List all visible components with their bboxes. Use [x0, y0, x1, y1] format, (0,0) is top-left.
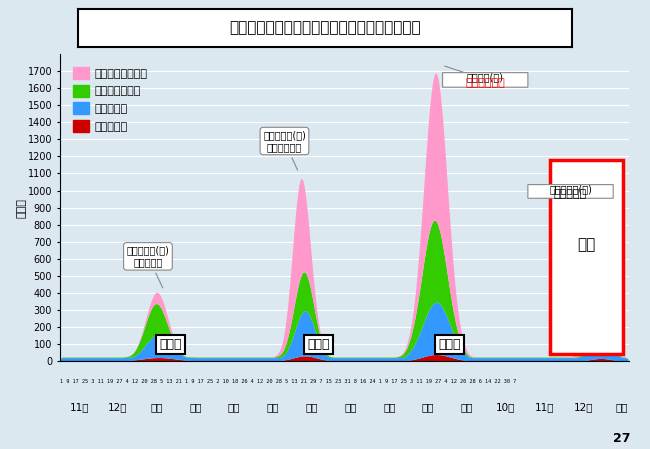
Text: １，７３４人: １，７３４人	[465, 78, 505, 88]
Text: ７３８人: ７３８人	[554, 189, 587, 198]
Text: 第５波: 第５波	[438, 338, 461, 351]
Text: １月: １月	[616, 402, 629, 412]
Text: ４月: ４月	[266, 402, 280, 412]
FancyBboxPatch shape	[550, 160, 623, 354]
Text: 次頁: 次頁	[577, 237, 595, 252]
Y-axis label: （人）: （人）	[16, 198, 26, 218]
Text: 11月: 11月	[70, 402, 89, 412]
Legend: ：入院待機者等数, ：宿泊療養者数, ：入院者数, ：重症者数: ：入院待機者等数, ：宿泊療養者数, ：入院者数, ：重症者数	[68, 62, 152, 136]
Text: 奈良県内における療養者数、入院者数等の推移: 奈良県内における療養者数、入院者数等の推移	[229, 21, 421, 35]
Text: 27: 27	[613, 431, 630, 445]
Text: ８月: ８月	[422, 402, 434, 412]
Text: 12月: 12月	[573, 402, 593, 412]
Text: ７月: ７月	[383, 402, 396, 412]
Text: ３月: ３月	[228, 402, 240, 412]
Text: 10月: 10月	[496, 402, 515, 412]
Text: ２月: ２月	[189, 402, 202, 412]
Text: 第３波: 第３波	[159, 338, 182, 351]
FancyBboxPatch shape	[443, 73, 528, 87]
Text: 第４波: 第４波	[307, 338, 330, 351]
Text: １月１８日(月)
　４１６人: １月１８日(月) ４１６人	[127, 246, 170, 288]
Text: １月: １月	[150, 402, 163, 412]
Text: 12月: 12月	[108, 402, 127, 412]
Text: ４月２５日(日)
１，１０５人: ４月２５日(日) １，１０５人	[263, 130, 306, 170]
Text: ９月１日(水): ９月１日(水)	[467, 72, 504, 82]
FancyBboxPatch shape	[528, 185, 613, 198]
Text: ５月: ５月	[306, 402, 318, 412]
Text: 11月: 11月	[535, 402, 554, 412]
Text: ６月: ６月	[344, 402, 357, 412]
Text: １月１３日(木): １月１３日(木)	[549, 184, 592, 194]
Text: ９月: ９月	[461, 402, 473, 412]
Text: 1 9 17 25 3 11 19 27 4 12 20 28 5 13 21 1 9 17 25 2 10 18 26 4 12 20 28 5 13 21 : 1 9 17 25 3 11 19 27 4 12 20 28 5 13 21 …	[60, 379, 516, 384]
